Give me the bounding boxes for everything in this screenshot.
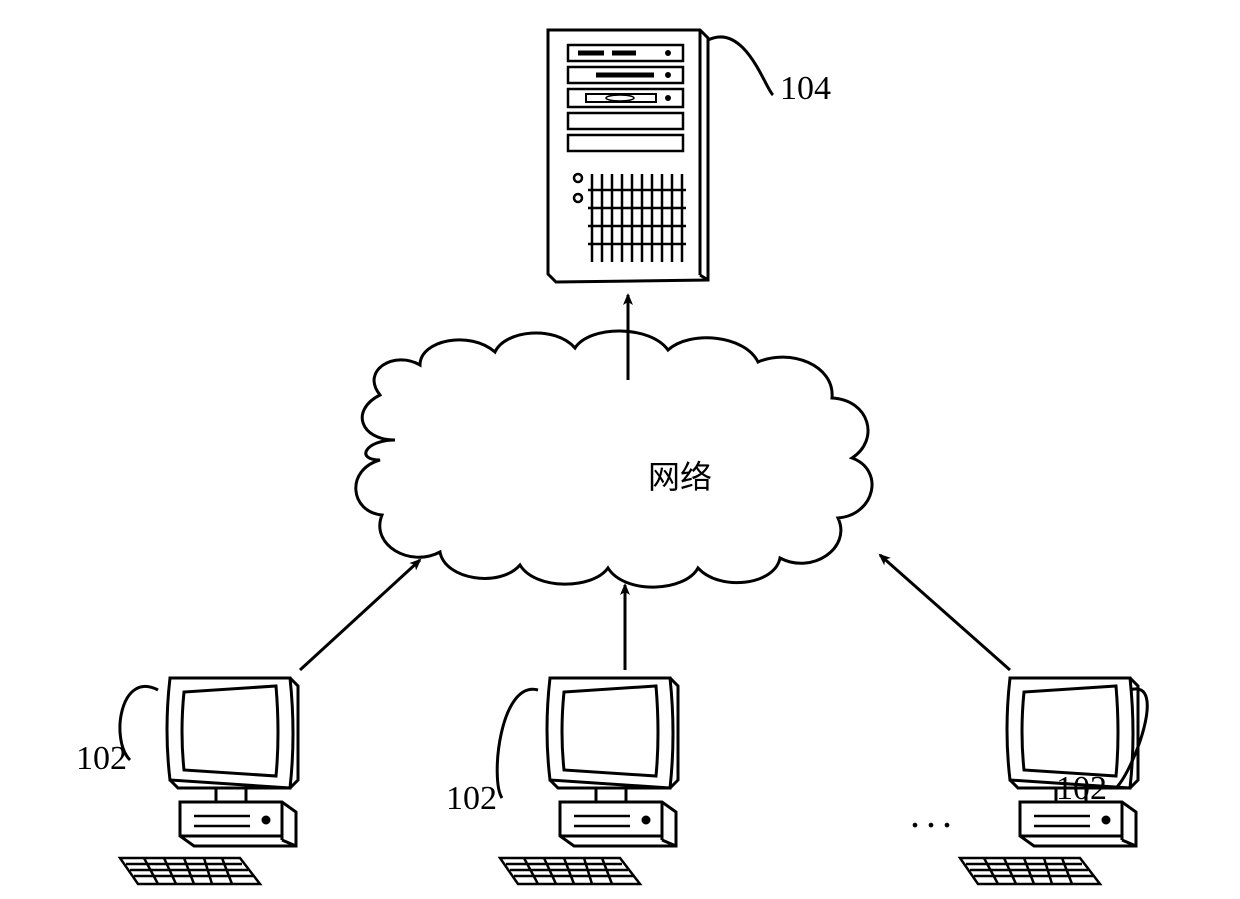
ellipsis: ... (910, 790, 958, 837)
arrow-client3-cloud (880, 555, 1010, 670)
client-3-label: 102 (1056, 770, 1107, 808)
cloud-icon (356, 331, 872, 587)
diagram-svg (0, 0, 1240, 899)
client-2-callout (497, 689, 538, 798)
client-1-icon (120, 678, 298, 884)
server-label: 104 (780, 70, 831, 108)
client-2-label: 102 (446, 780, 497, 818)
client-3-icon (960, 678, 1138, 884)
client-1-label: 102 (76, 740, 127, 778)
arrow-client1-cloud (300, 560, 420, 670)
server-icon (548, 22, 708, 282)
server-callout (708, 37, 773, 95)
client-2-icon (500, 678, 678, 884)
diagram-canvas: 104 网络 102 102 102 ... (0, 0, 1240, 899)
cloud-label: 网络 (648, 452, 712, 498)
